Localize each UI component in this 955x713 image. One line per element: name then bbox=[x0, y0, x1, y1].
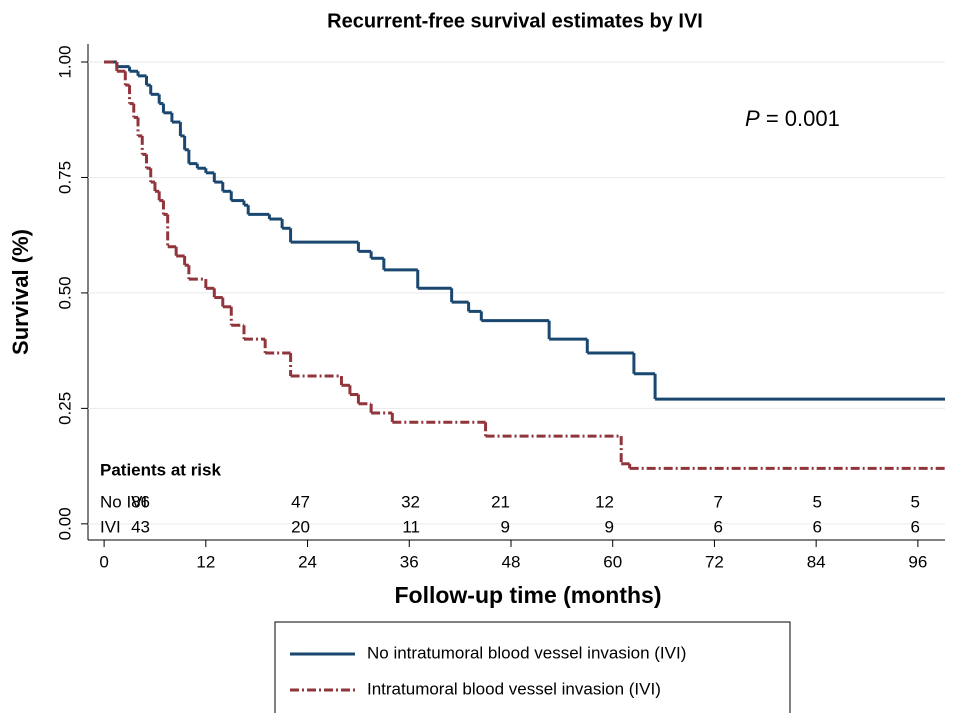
y-tick-label: 0.00 bbox=[55, 507, 74, 540]
y-tick-label: 0.50 bbox=[55, 276, 74, 309]
risk-count: 6 bbox=[813, 517, 822, 536]
risk-row-label: IVI bbox=[100, 517, 121, 536]
x-tick-label: 60 bbox=[603, 552, 622, 571]
y-tick-label: 0.75 bbox=[55, 161, 74, 194]
x-tick-label: 12 bbox=[196, 552, 215, 571]
risk-count: 9 bbox=[501, 517, 510, 536]
x-tick-label: 24 bbox=[298, 552, 317, 571]
y-axis-title: Survival (%) bbox=[8, 229, 33, 355]
x-tick-label: 96 bbox=[908, 552, 927, 571]
risk-count: 5 bbox=[813, 492, 822, 511]
legend-label: Intratumoral blood vessel invasion (IVI) bbox=[367, 679, 661, 698]
x-tick-label: 0 bbox=[99, 552, 108, 571]
y-tick-label: 0.25 bbox=[55, 392, 74, 425]
risk-count: 6 bbox=[714, 517, 723, 536]
chart-title: Recurrent-free survival estimates by IVI bbox=[327, 10, 703, 32]
x-tick-label: 36 bbox=[400, 552, 419, 571]
risk-count: 5 bbox=[911, 492, 920, 511]
x-tick-label: 72 bbox=[705, 552, 724, 571]
risk-count: 21 bbox=[491, 492, 510, 511]
risk-count: 11 bbox=[402, 517, 420, 536]
x-tick-label: 48 bbox=[502, 552, 521, 571]
annotation: P = 0.001 bbox=[745, 106, 840, 131]
x-tick-label: 84 bbox=[807, 552, 826, 571]
risk-row-label: No IVI bbox=[100, 492, 147, 511]
risk-table-title: Patients at risk bbox=[100, 460, 221, 479]
annotation-symbol: P bbox=[745, 106, 760, 131]
y-tick-label: 1.00 bbox=[55, 45, 74, 78]
risk-count: 6 bbox=[911, 517, 920, 536]
risk-count: 9 bbox=[605, 517, 614, 536]
risk-count: 32 bbox=[401, 492, 420, 511]
risk-count: 47 bbox=[291, 492, 310, 511]
risk-count: 20 bbox=[291, 517, 310, 536]
legend-label: No intratumoral blood vessel invasion (I… bbox=[367, 643, 686, 662]
risk-count: 86 bbox=[131, 492, 150, 511]
risk-count: 12 bbox=[595, 492, 614, 511]
risk-count: 43 bbox=[131, 517, 150, 536]
risk-count: 7 bbox=[714, 492, 723, 511]
legend-box bbox=[274, 621, 791, 713]
x-axis-title: Follow-up time (months) bbox=[394, 582, 661, 608]
annotation-text: = 0.001 bbox=[766, 106, 840, 131]
